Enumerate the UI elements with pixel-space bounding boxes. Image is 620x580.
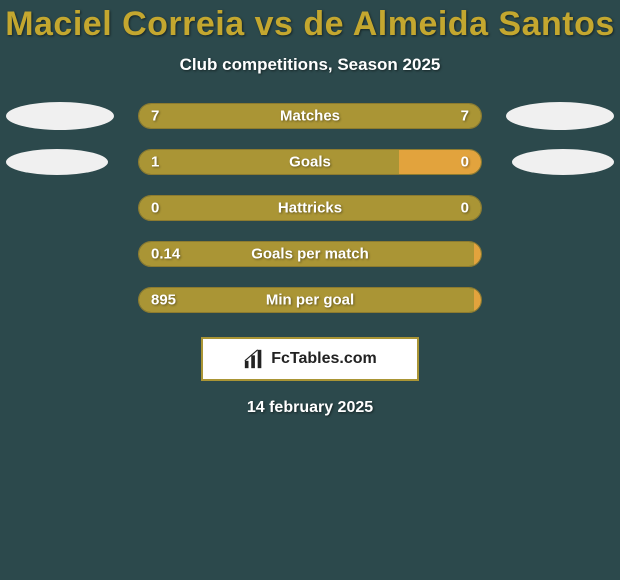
stat-label: Matches: [280, 108, 340, 125]
stat-bar: 7 7 Matches: [138, 103, 482, 129]
stat-value-left: 1: [151, 154, 159, 171]
player-right-marker: [506, 102, 614, 130]
date-label: 14 february 2025: [247, 399, 373, 417]
stat-bar: 895 Min per goal: [138, 287, 482, 313]
stat-value-left: 0.14: [151, 246, 180, 263]
stat-row: 1 0 Goals: [0, 149, 620, 175]
stat-label: Goals per match: [251, 246, 369, 263]
player-right-marker: [512, 149, 614, 175]
stat-value-right: 0: [461, 154, 469, 171]
stat-bar: 0.14 Goals per match: [138, 241, 482, 267]
page-subtitle: Club competitions, Season 2025: [180, 55, 441, 75]
stat-row: 895 Min per goal: [0, 287, 620, 313]
stat-value-right: 0: [461, 200, 469, 217]
stat-bar: 1 0 Goals: [138, 149, 482, 175]
bar-chart-icon: [243, 348, 265, 370]
stat-row: 0 0 Hattricks: [0, 195, 620, 221]
stat-bar: 0 0 Hattricks: [138, 195, 482, 221]
stats-list: 7 7 Matches 1 0 Goals 0 0 Hattricks 0.14 Goals per…: [0, 103, 620, 313]
page-title: Maciel Correia vs de Almeida Santos: [5, 6, 615, 43]
stat-label: Hattricks: [278, 200, 342, 217]
stat-row: 7 7 Matches: [0, 103, 620, 129]
stat-bar-right: [474, 288, 481, 312]
stat-value-left: 7: [151, 108, 159, 125]
stat-bar-right: [474, 242, 481, 266]
stat-bar-left: [139, 150, 399, 174]
stat-value-left: 0: [151, 200, 159, 217]
stat-label: Goals: [289, 154, 331, 171]
brand-box: FcTables.com: [201, 337, 419, 381]
stat-value-right: 7: [461, 108, 469, 125]
stat-value-left: 895: [151, 292, 176, 309]
stat-label: Min per goal: [266, 292, 354, 309]
player-left-marker: [6, 149, 108, 175]
stat-row: 0.14 Goals per match: [0, 241, 620, 267]
brand-text: FcTables.com: [271, 350, 377, 368]
comparison-infographic: Maciel Correia vs de Almeida Santos Club…: [0, 0, 620, 580]
player-left-marker: [6, 102, 114, 130]
